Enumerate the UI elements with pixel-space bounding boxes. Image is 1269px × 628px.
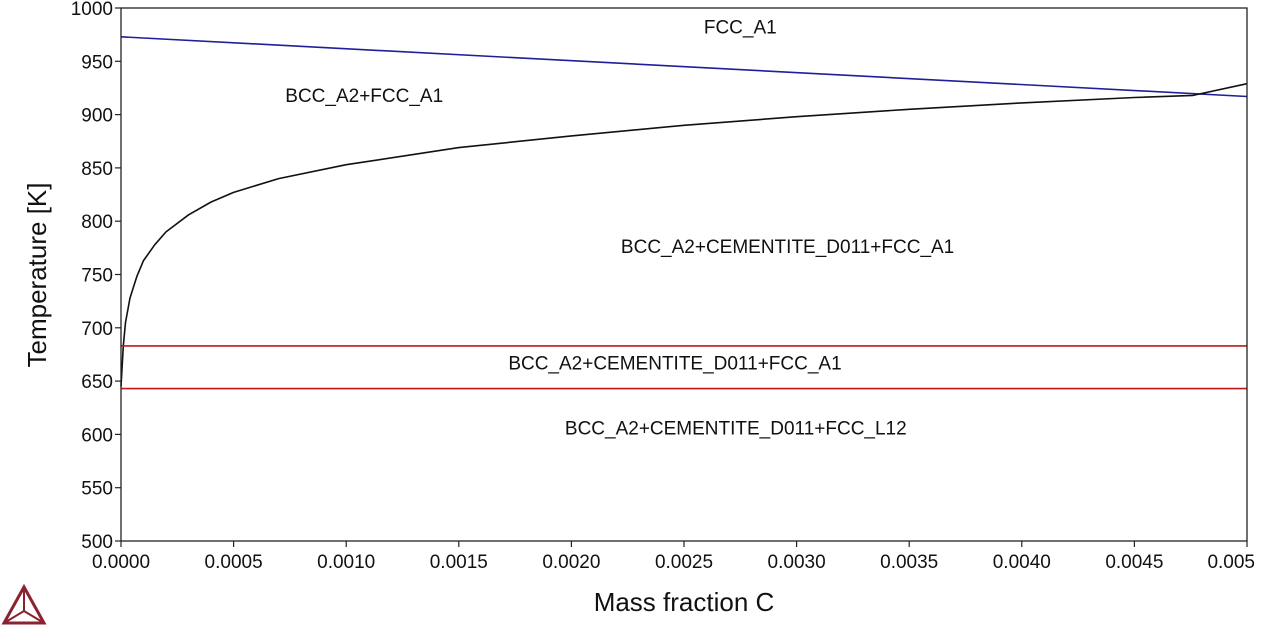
x-tick-label: 0.0045 <box>1105 552 1163 573</box>
plot-frame <box>120 7 1248 542</box>
y-tick-label: 1000 <box>71 0 113 20</box>
x-tick-label: 0.0030 <box>768 552 826 573</box>
x-axis-title: Mass fraction C <box>594 587 775 617</box>
region-labels: FCC_A1 BCC_A2+FCC_A1 BCC_A2+CEMENTITE_D011… <box>285 18 954 440</box>
x-tick-label: 0.0020 <box>542 552 600 573</box>
phase-boundary-line-1 <box>120 36 1248 98</box>
thermo-calc-logo-icon <box>1 583 47 625</box>
y-tick-label: 900 <box>81 106 113 127</box>
x-axis-ticks: 0.0000 0.0005 0.0010 0.0015 0.0020 0.0025 0.00… <box>92 541 1255 573</box>
phase-region-label: BCC_A2+CEMENTITE_D011+FCC_A1 <box>621 237 954 258</box>
phase-region-label: BCC_A2+CEMENTITE_D011+FCC_L12 <box>565 418 907 439</box>
y-tick-label: 700 <box>81 319 113 340</box>
y-tick-label: 650 <box>81 372 113 393</box>
x-tick-label: 0.0000 <box>92 552 150 573</box>
phase-region-label: BCC_A2+FCC_A1 <box>285 86 443 107</box>
y-tick-label: 500 <box>81 532 113 553</box>
y-tick-label: 600 <box>81 425 113 446</box>
y-tick-label: 800 <box>81 212 113 233</box>
x-tick-label: 0.0040 <box>993 552 1051 573</box>
x-tick-label: 0.0005 <box>205 552 263 573</box>
x-tick-label: 0.0015 <box>430 552 488 573</box>
y-tick-label: 950 <box>81 52 113 73</box>
x-tick-label: 0.005 <box>1207 552 1255 573</box>
x-tick-label: 0.0025 <box>655 552 713 573</box>
phase-region-label: FCC_A1 <box>704 18 777 39</box>
y-tick-label: 850 <box>81 159 113 180</box>
y-axis-ticks: 500 550 600 650 700 750 800 850 900 950 1000 <box>71 0 121 553</box>
y-axis-title: Temperature [K] <box>22 183 52 368</box>
x-tick-label: 0.0035 <box>880 552 938 573</box>
y-tick-label: 750 <box>81 266 113 287</box>
y-tick-label: 550 <box>81 479 113 500</box>
phase-boundary-line-2 <box>120 82 1248 387</box>
phase-region-label: BCC_A2+CEMENTITE_D011+FCC_A1 <box>508 353 841 374</box>
x-tick-label: 0.0010 <box>317 552 375 573</box>
series-layer <box>120 36 1248 390</box>
